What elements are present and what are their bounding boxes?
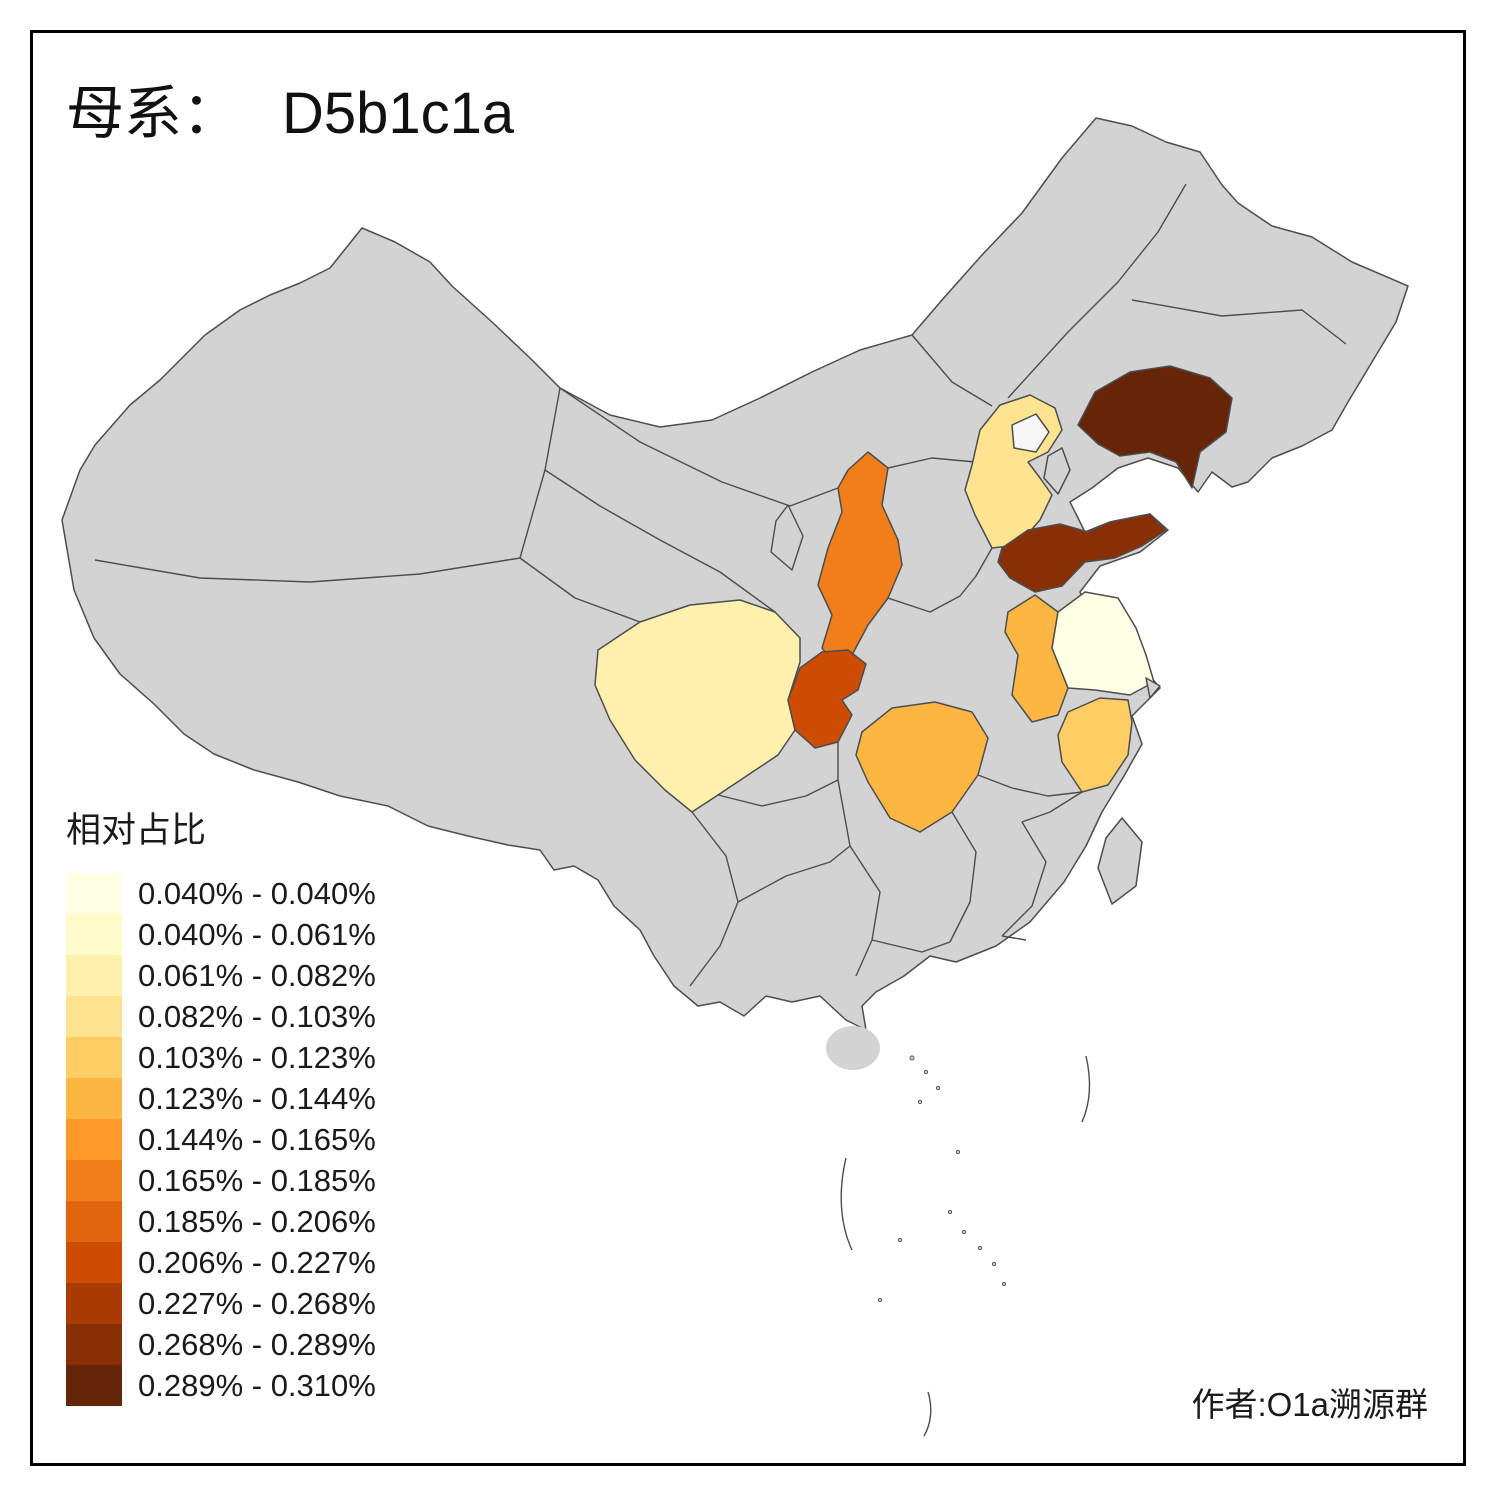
legend-bin-row: 0.268% - 0.289% — [66, 1324, 376, 1365]
border-qinghai-gansu — [544, 469, 776, 613]
region-zhejiang — [1057, 697, 1133, 793]
border-hunan-jiangxi — [949, 811, 977, 943]
islet — [923, 1069, 929, 1075]
legend: 相对占比 0.040% - 0.040% 0.040% - 0.061% 0.061… — [66, 802, 376, 1406]
islet — [977, 1245, 983, 1251]
border-ningxia — [770, 504, 804, 571]
legend-swatch — [66, 1119, 122, 1160]
border-guizhou-south — [737, 779, 851, 903]
border-guizhou-north — [717, 742, 839, 807]
legend-swatch — [66, 873, 122, 914]
border-heilongjiang-jilin — [1131, 299, 1347, 345]
region-jiangsu — [1051, 591, 1155, 696]
islet — [909, 1055, 915, 1061]
legend-bin-row: 0.206% - 0.227% — [66, 1242, 376, 1283]
region-anhui — [1004, 594, 1069, 723]
legend-swatch — [66, 996, 122, 1037]
border-shanxi-south — [887, 547, 993, 613]
border-jiangxi-fujian — [1001, 791, 1083, 937]
legend-bin-row: 0.144% - 0.165% — [66, 1119, 376, 1160]
legend-swatch — [66, 1365, 122, 1406]
title-haplogroup: D5b1c1a — [282, 81, 515, 146]
legend-swatch — [66, 1037, 122, 1078]
legend-swatch — [66, 1201, 122, 1242]
sea-dash-line-1 — [1081, 1055, 1091, 1123]
title-prefix: 母系： — [66, 81, 241, 146]
border-hunan-guangxi — [849, 845, 881, 977]
legend-swatch — [66, 1324, 122, 1365]
legend-bin-label: 0.206% - 0.227% — [138, 1244, 376, 1280]
legend-swatch — [66, 1160, 122, 1201]
region-tianjin — [1043, 447, 1071, 495]
legend-bin-label: 0.165% - 0.185% — [138, 1162, 376, 1198]
legend-bin-label: 0.123% - 0.144% — [138, 1080, 376, 1116]
legend-swatch — [66, 1283, 122, 1324]
border-tibet-qinghai — [519, 557, 641, 623]
legend-bin-row: 0.289% - 0.310% — [66, 1365, 376, 1406]
region-sichuan — [594, 599, 801, 813]
legend-swatch — [66, 955, 122, 996]
legend-bin-label: 0.268% - 0.289% — [138, 1326, 376, 1362]
legend-bin-label: 0.040% - 0.040% — [138, 875, 376, 911]
legend-bin-row: 0.040% - 0.040% — [66, 873, 376, 914]
islet — [947, 1209, 953, 1215]
legend-bin-row: 0.123% - 0.144% — [66, 1078, 376, 1119]
legend-bin-label: 0.144% - 0.165% — [138, 1121, 376, 1157]
legend-bin-row: 0.185% - 0.206% — [66, 1201, 376, 1242]
islet — [961, 1229, 967, 1235]
legend-bin-row: 0.227% - 0.268% — [66, 1283, 376, 1324]
border-hunan-guangdong — [871, 939, 951, 953]
border-gansu-innermongolia — [559, 387, 839, 507]
legend-bin-label: 0.082% - 0.103% — [138, 998, 376, 1034]
region-chongqing — [787, 649, 867, 749]
legend-rows: 0.040% - 0.040% 0.040% - 0.061% 0.061% - 0… — [66, 873, 376, 1406]
sea-dash-line-2 — [840, 1157, 853, 1251]
sea-dash-line-3 — [923, 1391, 932, 1437]
legend-swatch — [66, 1078, 122, 1119]
border-innermongolia-hebei — [911, 334, 993, 407]
islet — [955, 1149, 961, 1155]
legend-title: 相对占比 — [66, 811, 207, 850]
islet — [1001, 1281, 1007, 1287]
legend-swatch — [66, 914, 122, 955]
legend-bin-row: 0.165% - 0.185% — [66, 1160, 376, 1201]
legend-bin-row: 0.103% - 0.123% — [66, 1037, 376, 1078]
legend-bin-label: 0.185% - 0.206% — [138, 1203, 376, 1239]
islet — [935, 1085, 941, 1091]
islet — [897, 1237, 903, 1243]
border-jiangxi-north — [977, 774, 1083, 797]
border-shanxi-north — [887, 457, 976, 469]
legend-bin-label: 0.061% - 0.082% — [138, 957, 376, 993]
plot-title: 母系： D5b1c1a — [66, 66, 514, 150]
hainan-island — [826, 1026, 880, 1070]
region-hubei — [855, 701, 989, 833]
islet — [991, 1261, 997, 1267]
border-innermongolia-northeast — [1007, 183, 1187, 399]
legend-bin-label: 0.103% - 0.123% — [138, 1039, 376, 1075]
border-guangdong-fujian — [1001, 935, 1027, 941]
legend-bin-label: 0.289% - 0.310% — [138, 1367, 376, 1403]
legend-bin-label: 0.227% - 0.268% — [138, 1285, 376, 1321]
region-liaoning — [1077, 365, 1233, 489]
legend-bin-row: 0.040% - 0.061% — [66, 914, 376, 955]
legend-swatch — [66, 1242, 122, 1283]
legend-bin-row: 0.061% - 0.082% — [66, 955, 376, 996]
region-shandong — [997, 513, 1167, 593]
region-beijing — [1011, 413, 1050, 453]
legend-bin-label: 0.040% - 0.061% — [138, 916, 376, 952]
islet — [877, 1297, 883, 1303]
taiwan-island — [1097, 817, 1143, 905]
islet — [917, 1099, 923, 1105]
attribution: 作者:O1a溯源群 — [1191, 1386, 1428, 1423]
region-shanghai — [1145, 677, 1161, 699]
legend-bin-row: 0.082% - 0.103% — [66, 996, 376, 1037]
